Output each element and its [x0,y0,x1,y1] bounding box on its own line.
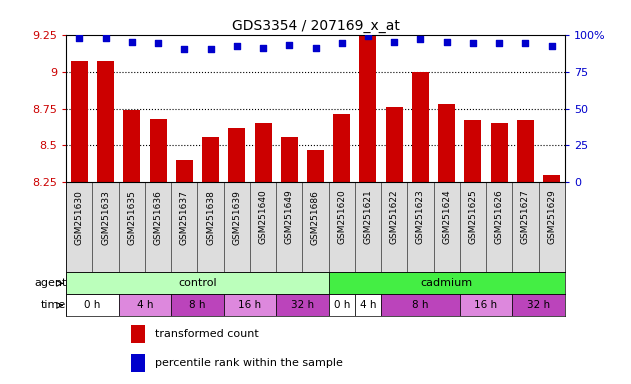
Bar [491,123,508,182]
Text: 32 h: 32 h [291,300,314,310]
Point [206,46,216,53]
Bar [412,71,429,182]
Bar [360,35,377,182]
Bar [381,295,460,316]
Text: GSM251686: GSM251686 [311,190,320,245]
Text: GSM251630: GSM251630 [75,190,84,245]
Text: GSM251639: GSM251639 [232,190,241,245]
Point [389,39,399,45]
Bar [131,325,145,343]
Point [284,42,294,48]
Text: GSM251638: GSM251638 [206,190,215,245]
Text: 0 h: 0 h [334,300,350,310]
Text: GSM251636: GSM251636 [153,190,163,245]
Bar [71,61,88,182]
Bar [228,128,245,182]
Point [127,39,137,45]
Text: 8 h: 8 h [412,300,428,310]
Text: GSM251637: GSM251637 [180,190,189,245]
Bar [119,295,171,316]
Text: 8 h: 8 h [189,300,206,310]
Text: 16 h: 16 h [239,300,261,310]
Point [546,43,557,50]
Text: cadmium: cadmium [421,278,473,288]
Text: GSM251625: GSM251625 [468,190,478,244]
Point [310,45,321,51]
Text: GDS3354 / 207169_x_at: GDS3354 / 207169_x_at [232,19,399,33]
Bar [123,110,140,182]
Text: percentile rank within the sample: percentile rank within the sample [155,358,343,368]
Bar [66,295,119,316]
Point [494,40,504,46]
Point [74,35,85,41]
Bar [171,295,223,316]
Text: transformed count: transformed count [155,329,259,339]
Text: GSM251640: GSM251640 [259,190,268,244]
Text: GSM251620: GSM251620 [337,190,346,244]
Text: GSM251623: GSM251623 [416,190,425,244]
Bar [517,120,534,182]
Bar [307,150,324,182]
Point [232,43,242,50]
Bar [131,354,145,372]
Point [442,39,452,45]
Text: GSM251629: GSM251629 [547,190,556,244]
Bar [97,61,114,182]
Bar [176,160,193,182]
Bar [254,123,271,182]
Bar [202,137,219,182]
Bar [386,107,403,182]
Text: GSM251635: GSM251635 [127,190,136,245]
Text: GSM251627: GSM251627 [521,190,530,244]
Point [521,40,531,46]
Text: 32 h: 32 h [527,300,550,310]
Bar [512,295,565,316]
Text: agent: agent [34,278,66,288]
Point [179,46,189,53]
Bar [460,295,512,316]
Text: GSM251624: GSM251624 [442,190,451,244]
Bar [543,175,560,182]
Text: control: control [178,278,217,288]
Point [363,33,373,39]
Point [468,40,478,46]
Text: GSM251621: GSM251621 [363,190,372,244]
Text: 0 h: 0 h [85,300,101,310]
Text: 16 h: 16 h [475,300,498,310]
Text: GSM251622: GSM251622 [390,190,399,244]
Point [415,36,425,42]
Bar [150,119,167,182]
Text: 4 h: 4 h [137,300,153,310]
Bar [333,114,350,182]
Point [258,45,268,51]
Bar [281,137,298,182]
Bar [355,295,381,316]
Point [153,40,163,46]
Bar [438,104,455,182]
Bar [66,272,329,295]
Text: 4 h: 4 h [360,300,376,310]
Bar [329,295,355,316]
Text: GSM251649: GSM251649 [285,190,294,244]
Point [337,40,347,46]
Text: GSM251633: GSM251633 [101,190,110,245]
Point [100,35,110,41]
Bar [223,295,276,316]
Bar [464,120,481,182]
Text: time: time [41,300,66,310]
Bar [329,272,565,295]
Text: GSM251626: GSM251626 [495,190,504,244]
Bar [276,295,329,316]
